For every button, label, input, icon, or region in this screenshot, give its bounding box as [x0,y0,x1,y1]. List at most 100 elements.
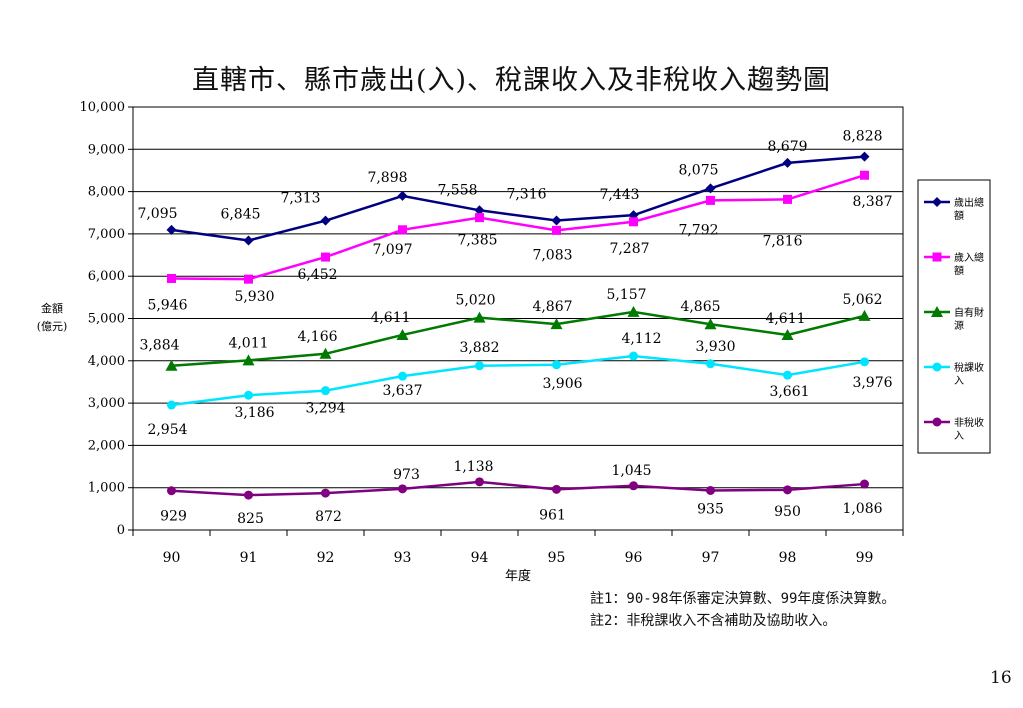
data-point [705,183,716,194]
x-tick-label: 97 [702,550,720,566]
data-point [704,318,717,330]
data-label: 7,792 [678,222,718,238]
legend-box [917,179,991,454]
data-point [783,194,792,204]
y-tick-label: 8,000 [88,185,125,200]
y-axis-label-line-2: (億元) [36,320,68,333]
data-label: 4,166 [297,329,337,345]
data-label: 6,845 [220,206,260,222]
data-label: 961 [539,507,566,523]
data-point [552,360,561,370]
data-point [321,488,330,498]
x-tick-label: 91 [240,550,258,566]
x-tick-label: 94 [471,550,489,566]
data-label: 4,611 [765,311,805,327]
data-point [783,485,792,495]
data-point [860,479,869,489]
series-line [171,155,865,242]
data-label: 3,906 [542,376,582,392]
data-label: 1,138 [453,459,493,475]
legend-marker [931,306,943,317]
x-axis-label: 年度 [505,568,531,584]
data-label: 4,867 [532,299,572,315]
data-label: 4,011 [228,335,268,351]
data-label: 1,086 [842,501,882,517]
data-point [473,311,486,323]
legend-label: 非稅收 [954,416,984,429]
data-point [552,225,561,235]
data-label: 929 [160,509,187,525]
data-label: 1,045 [611,463,651,479]
legend-label: 額 [954,209,964,222]
data-point [165,359,178,371]
data-point [782,157,793,168]
page-number: 16 [990,668,1012,688]
data-point [706,485,715,495]
data-label: 5,020 [455,293,495,309]
data-label: 872 [315,509,342,525]
data-point [550,318,563,330]
data-label: 7,097 [372,242,412,258]
legend-label: 歲入總 [954,251,984,264]
legend-label: 入 [954,431,964,442]
x-tick-label: 96 [625,550,643,566]
data-point [474,205,485,216]
data-label: 6,452 [297,267,337,283]
y-tick-label: 3,000 [88,396,125,411]
footnote-2: 註2：非稅課收入不含補助及協助收入。 [590,613,837,629]
y-tick-label: 9,000 [88,142,125,157]
data-point [244,274,253,284]
data-point [396,328,409,340]
data-label: 5,157 [606,287,646,303]
data-point [858,309,871,321]
data-label: 3,186 [234,405,274,421]
data-point [244,490,253,500]
data-point [321,252,330,262]
data-label: 7,316 [506,187,546,203]
data-point [860,170,869,180]
data-point [475,361,484,371]
legend-marker [932,252,942,262]
data-label: 3,294 [305,401,345,417]
data-point [321,386,330,396]
data-label: 4,112 [621,331,661,347]
y-tick-label: 1,000 [88,481,125,496]
data-label: 8,679 [767,139,807,155]
y-tick-label: 4,000 [88,354,125,369]
legend-label: 自有財 [954,306,984,319]
footnote-1: 註1：90-98年係審定決算數、99年度係決算數。 [590,591,896,607]
data-label: 8,075 [678,162,718,178]
data-label: 4,611 [370,310,410,326]
data-label: 3,882 [459,340,499,356]
x-tick-label: 90 [163,550,181,566]
data-point [320,215,331,226]
data-label: 3,884 [139,338,179,354]
legend-label: 歲出總 [954,196,984,209]
data-label: 7,095 [137,206,177,222]
data-label: 7,287 [609,241,649,257]
y-tick-label: 5,000 [88,312,125,327]
legend-label: 額 [954,264,964,277]
series-line [171,310,865,367]
x-tick-label: 92 [317,550,335,566]
legend-marker [932,417,942,427]
data-point [629,481,638,491]
data-point [706,359,715,369]
data-point [398,484,407,494]
chart-title: 直轄市、縣市歲出(入)、稅課收入及非稅收入趨勢圖 [191,65,832,96]
data-point [706,195,715,205]
data-point [398,371,407,381]
legend-label: 入 [954,376,964,387]
legend-label: 稅課收 [954,361,984,374]
x-tick-label: 99 [856,550,874,566]
data-point [397,190,408,201]
data-point [551,215,562,226]
data-point [475,213,484,223]
data-point [242,354,255,366]
data-point [552,484,561,494]
data-label: 825 [237,511,264,527]
data-point [629,351,638,361]
series-line [171,480,865,497]
y-tick-label: 10,000 [80,100,126,115]
